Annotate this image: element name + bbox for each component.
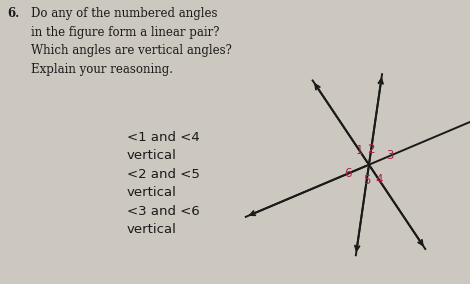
Text: 6.: 6.: [7, 7, 19, 20]
Text: 1: 1: [355, 144, 363, 157]
Text: 6: 6: [344, 167, 352, 180]
Text: Do any of the numbered angles
in the figure form a linear pair?
Which angles are: Do any of the numbered angles in the fig…: [31, 7, 231, 76]
Text: 2: 2: [368, 143, 375, 156]
Text: 4: 4: [375, 173, 383, 186]
Text: <1 and <4
vertical
<2 and <5
vertical
<3 and <6
vertical: <1 and <4 vertical <2 and <5 vertical <3…: [127, 131, 200, 236]
Text: 5: 5: [363, 174, 370, 187]
Text: 3: 3: [386, 149, 394, 162]
